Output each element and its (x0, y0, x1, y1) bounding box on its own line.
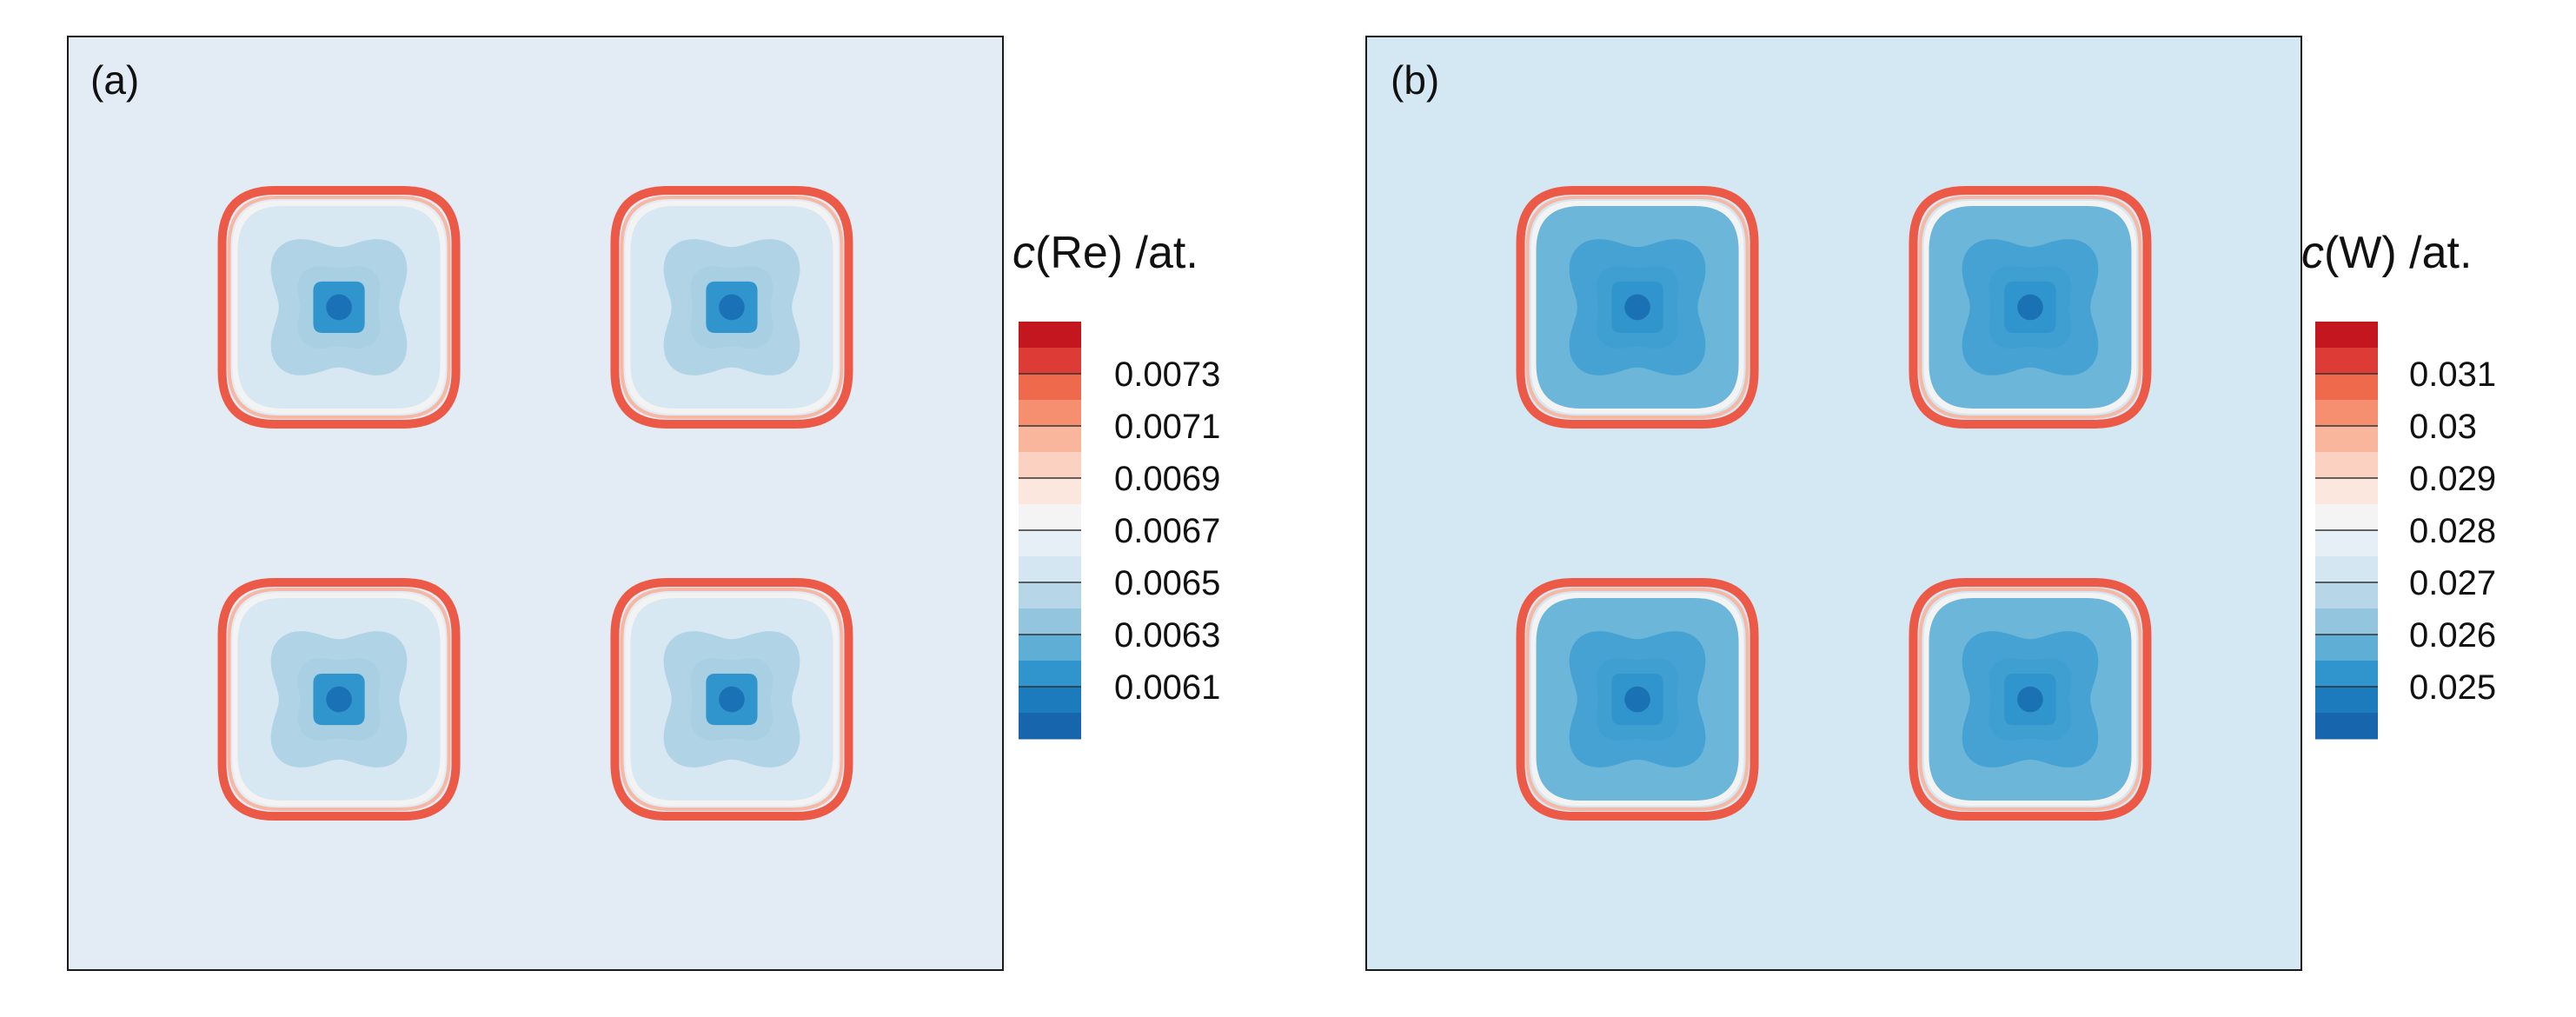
colorbar-segment (1019, 426, 1081, 453)
colorbar-segment (2315, 322, 2378, 349)
colorbar-segment (2315, 556, 2378, 583)
precipitate-core (719, 294, 745, 321)
precipitate (1909, 578, 2152, 821)
colorbar-tick-label: 0.03 (2409, 408, 2477, 446)
panel-a: (a) c(Re) /at. 0.00730.00710.00690.00670… (67, 36, 1220, 971)
precipitate-rim-halo (620, 195, 844, 419)
precipitate (610, 578, 853, 821)
colorbar-tick-label: 0.0071 (1114, 408, 1220, 446)
colorbar-segment (2315, 426, 2378, 453)
panel-b-label: (b) (1391, 57, 1439, 103)
colorbar-a-title: c(Re) /at. (1012, 228, 1198, 278)
precipitate-rim-halo (1525, 588, 1749, 812)
colorbar-tick-label: 0.026 (2409, 616, 2496, 655)
precipitate (1516, 185, 1759, 429)
colorbar-tick-label: 0.0069 (1114, 460, 1220, 498)
colorbar-segment (2315, 452, 2378, 479)
precipitate-core (1624, 686, 1650, 713)
panel-a-label: (a) (90, 57, 139, 103)
colorbar-segment (1019, 608, 1081, 635)
colorbar-a: 0.0073 0.0071 0.0069 0.0067 0.0065 0.0063 0.00… (1019, 322, 1220, 740)
colorbar-segment (2315, 661, 2378, 688)
precipitate-rim (1909, 578, 2152, 821)
colorbar-tick-label: 0.0067 (1114, 512, 1220, 550)
precipitate-core (326, 686, 352, 713)
colorbar-segment (2315, 374, 2378, 401)
precipitate-rim (217, 185, 461, 429)
precipitate-core (2017, 686, 2043, 713)
colorbar-segment (1019, 348, 1081, 375)
colorbar-segment (2315, 348, 2378, 375)
colorbar-segment (1019, 661, 1081, 688)
precipitate-core (326, 294, 352, 321)
precipitate-rim-halo (620, 588, 844, 812)
colorbar-segment (1019, 582, 1081, 609)
colorbar-b-title-rest: (W) /at. (2324, 228, 2472, 278)
colorbar-tick-label: 0.0073 (1114, 356, 1220, 394)
colorbar-segment (1019, 687, 1081, 714)
plot-b-frame (1365, 36, 2302, 971)
precipitate-rim-halo (1525, 195, 1749, 419)
colorbar-segment (1019, 400, 1081, 427)
colorbar-tick-label: 0.027 (2409, 564, 2496, 602)
colorbar-segment (2315, 635, 2378, 661)
precipitate-rim (610, 185, 853, 429)
precipitate-rim-halo (227, 588, 451, 812)
colorbar-segment (1019, 322, 1081, 349)
colorbar-segment (2315, 478, 2378, 505)
colorbar-tick-label: 0.0065 (1114, 564, 1220, 602)
colorbar-segment (1019, 374, 1081, 401)
precipitate-rim-halo (1918, 588, 2142, 812)
colorbar-tick-label: 0.031 (2409, 356, 2496, 394)
plot-b-precipitates (1516, 185, 2152, 821)
precipitate-core (719, 686, 745, 713)
precipitate-rim (217, 578, 461, 821)
plot-a-precipitates (217, 185, 853, 821)
colorbar-segment (1019, 556, 1081, 583)
plot-a-frame (67, 36, 1004, 971)
colorbar-tick-label: 0.028 (2409, 512, 2496, 550)
colorbar-segment (2315, 504, 2378, 531)
precipitate (217, 578, 461, 821)
colorbar-b-title-symbol: c (2301, 228, 2324, 278)
plot-a-background (68, 37, 1003, 970)
precipitate-core (2017, 294, 2043, 321)
colorbar-a-title-symbol: c (1012, 228, 1035, 278)
colorbar-a-title-rest: (Re) /at. (1035, 228, 1198, 278)
colorbar-segment (1019, 504, 1081, 531)
colorbar-segment (2315, 713, 2378, 740)
colorbar-b: 0.031 0.03 0.029 0.028 0.027 0.026 0.025 (2315, 322, 2496, 740)
plot-b-background (1366, 37, 2301, 970)
precipitate (217, 185, 461, 429)
colorbar-segment (1019, 635, 1081, 661)
precipitate-rim (1516, 185, 1759, 429)
colorbar-tick-label: 0.025 (2409, 668, 2496, 707)
precipitate-rim (610, 578, 853, 821)
precipitate-rim (1909, 185, 2152, 429)
precipitate-core (1624, 294, 1650, 321)
colorbar-segment (1019, 478, 1081, 505)
precipitate-rim-halo (227, 195, 451, 419)
colorbar-segment (1019, 530, 1081, 557)
colorbar-tick-label: 0.0063 (1114, 616, 1220, 655)
precipitate (1516, 578, 1759, 821)
colorbar-tick-label: 0.0061 (1114, 668, 1220, 707)
precipitate (610, 185, 853, 429)
precipitate-rim (1516, 578, 1759, 821)
colorbar-segment (1019, 452, 1081, 479)
colorbar-segment (2315, 608, 2378, 635)
colorbar-tick-label: 0.029 (2409, 460, 2496, 498)
precipitate-rim-halo (1918, 195, 2142, 419)
colorbar-segment (2315, 530, 2378, 557)
colorbar-b-title: c(W) /at. (2301, 228, 2472, 278)
colorbar-segment (2315, 687, 2378, 714)
panel-b: (b) c(W) /at. 0.0310.030.0290.0280.0270.… (1365, 36, 2496, 971)
precipitate (1909, 185, 2152, 429)
colorbar-segment (2315, 582, 2378, 609)
colorbar-segment (1019, 713, 1081, 740)
colorbar-segment (2315, 400, 2378, 427)
